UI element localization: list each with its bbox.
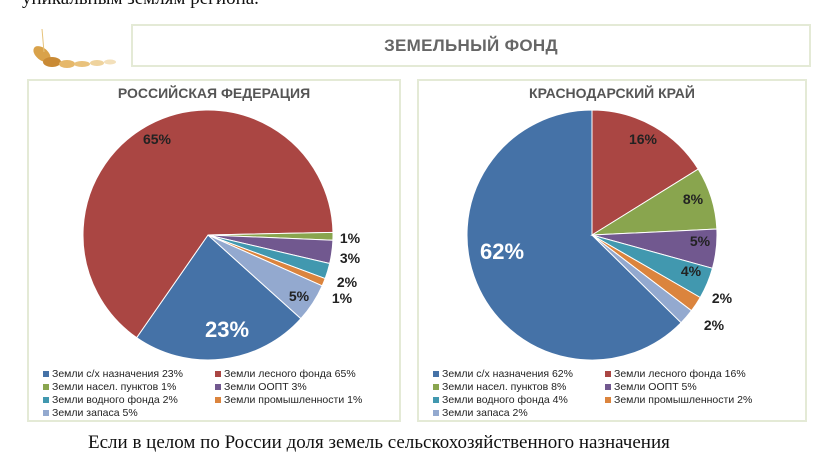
data-label-industry: 2% <box>712 290 733 306</box>
legend-item-water: Земли водного фонда 4% <box>433 394 605 406</box>
legend-swatch <box>605 384 611 390</box>
data-label-water: 4% <box>681 263 702 279</box>
chart-panel-russia: РОССИЙСКАЯ ФЕДЕРАЦИЯ 23% 65% 1% 3% 2% 1% 5% Зе… <box>27 79 401 422</box>
legend-label: Земли лесного фонда 65% <box>224 368 356 380</box>
data-label-forest: 65% <box>143 131 172 147</box>
legend-label: Земли водного фонда 2% <box>52 394 178 406</box>
legend-label: Земли промышленности 1% <box>224 394 363 406</box>
legend-label: Земли запаса 2% <box>442 407 528 419</box>
legend-item-forest: Земли лесного фонда 16% <box>605 368 785 380</box>
data-label-reserve: 2% <box>704 317 725 333</box>
data-label-oopt: 3% <box>340 250 361 266</box>
legend-label: Земли запаса 5% <box>52 407 138 419</box>
data-label-oopt: 5% <box>690 233 711 249</box>
data-label-reserve: 5% <box>289 288 310 304</box>
pie-slice-forest <box>591 109 699 236</box>
legend-label: Земли ООПТ 5% <box>614 381 697 393</box>
legend-item-oopt: Земли ООПТ 5% <box>605 381 785 393</box>
legend-item-agri: Земли с/х назначения 62% <box>433 368 605 380</box>
paragraph-text-top: уникальным землям региона. <box>22 0 259 10</box>
legend-label: Земли лесного фонда 16% <box>614 368 746 380</box>
pie-slice-reserve <box>207 234 323 320</box>
data-label-settle: 8% <box>683 191 704 207</box>
data-label-industry: 1% <box>332 290 353 306</box>
legend-swatch <box>43 371 49 377</box>
data-label-settle: 1% <box>340 230 361 246</box>
paragraph-text-bottom: Если в целом по России доля земель сельс… <box>88 432 670 453</box>
chart-title: РОССИЙСКАЯ ФЕДЕРАЦИЯ <box>117 85 311 101</box>
legend-swatch <box>215 384 221 390</box>
pie-slice-agri <box>466 109 682 361</box>
legend-swatch <box>433 397 439 403</box>
legend-item-industry: Земли промышленности 1% <box>215 394 395 406</box>
section-title: ЗЕМЕЛЬНЫЙ ФОНД <box>384 35 558 55</box>
legend-label: Земли промышленности 2% <box>614 394 753 406</box>
legend-item-forest: Земли лесного фонда 65% <box>215 368 395 380</box>
legend-swatch <box>433 384 439 390</box>
legend-label: Земли с/х назначения 62% <box>442 368 573 380</box>
wheat-logo-icon <box>33 28 116 68</box>
legend-item-oopt: Земли ООПТ 3% <box>215 381 395 393</box>
pie-slice-reserve <box>591 234 693 324</box>
legend-swatch <box>43 410 49 416</box>
pie-slice-agri <box>135 234 302 361</box>
legend-label: Земли ООПТ 3% <box>224 381 307 393</box>
legend-swatch <box>215 371 221 377</box>
legend-label: Земли с/х назначения 23% <box>52 368 183 380</box>
legend-item-agri: Земли с/х назначения 23% <box>43 368 215 380</box>
legend-item-reserve: Земли запаса 5% <box>43 407 215 419</box>
section-title-box: ЗЕМЕЛЬНЫЙ ФОНД <box>131 24 811 67</box>
data-label-water: 2% <box>337 274 358 290</box>
legend-label: Земли насел. пунктов 8% <box>442 381 567 393</box>
legend-item-reserve: Земли запаса 2% <box>433 407 605 419</box>
legend-swatch <box>605 397 611 403</box>
legend-swatch <box>215 397 221 403</box>
legend-swatch <box>433 371 439 377</box>
data-label-agri: 23% <box>205 317 249 342</box>
chart-title: КРАСНОДАРСКИЙ КРАЙ <box>529 85 695 101</box>
chart-panel-krasnodar: КРАСНОДАРСКИЙ КРАЙ 62% 16% 8% 5% 4% 2% 2% Земл… <box>417 79 807 422</box>
data-label-agri: 62% <box>480 239 524 264</box>
legend-label: Земли водного фонда 4% <box>442 394 568 406</box>
pie-chart-russia: 23%65%1%3%2%1%5% <box>82 109 361 361</box>
legend-label: Земли насел. пунктов 1% <box>52 381 177 393</box>
data-label-forest: 16% <box>629 131 658 147</box>
legend-item-settle: Земли насел. пунктов 1% <box>43 381 215 393</box>
pie-slice-forest <box>82 109 334 339</box>
legend-swatch <box>433 410 439 416</box>
legend-item-water: Земли водного фонда 2% <box>43 394 215 406</box>
legend-swatch <box>605 371 611 377</box>
legend-item-settle: Земли насел. пунктов 8% <box>433 381 605 393</box>
chart-legend: Земли с/х назначения 23% Земли лесного фо… <box>43 368 395 419</box>
legend-swatch <box>43 384 49 390</box>
legend-swatch <box>43 397 49 403</box>
legend-item-industry: Земли промышленности 2% <box>605 394 785 406</box>
chart-legend: Земли с/х назначения 62% Земли лесного фо… <box>433 368 785 419</box>
pie-chart-krasnodar: 62% 16% 8% 5% 4% 2% 2% <box>466 109 733 361</box>
